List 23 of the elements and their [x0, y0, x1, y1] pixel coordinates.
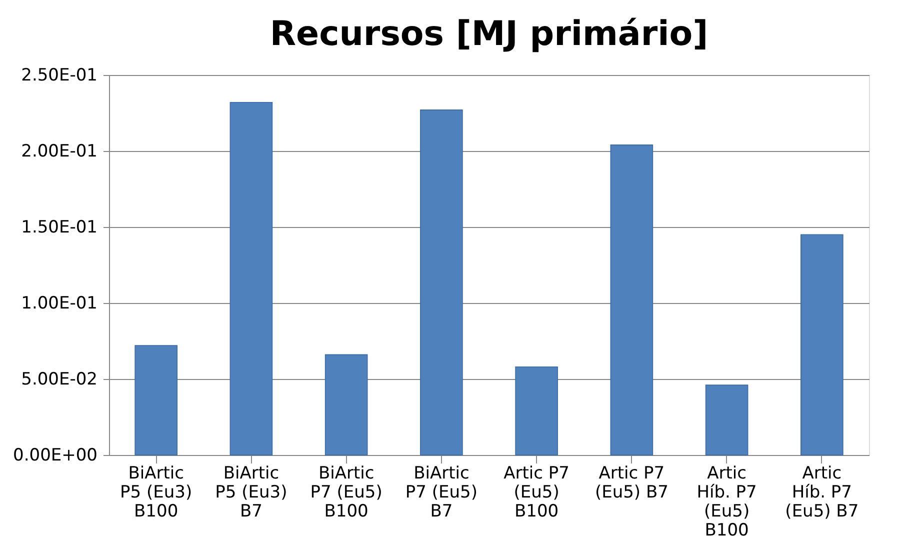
y-tick-label: 0.00E+00: [13, 446, 98, 466]
bar: [324, 354, 368, 456]
y-tick-label: 2.00E-01: [21, 142, 98, 162]
x-tick-label: Artic P7 (Eu5) B100: [504, 464, 570, 522]
x-tick-label: BiArtic P7 (Eu5) B7: [405, 464, 478, 522]
x-tick-label: Artic Híb. P7 (Eu5) B7: [785, 464, 859, 522]
bar: [134, 345, 178, 456]
x-tick-label: BiArtic P7 (Eu5) B100: [310, 464, 382, 522]
x-tick-label: Artic Híb. P7 (Eu5) B100: [696, 464, 757, 540]
y-tick-label: 2.50E-01: [21, 66, 98, 86]
bar: [230, 102, 273, 456]
x-tick-label: Artic P7 (Eu5) B7: [594, 464, 668, 502]
x-tick-label: BiArtic P5 (Eu3) B7: [215, 464, 288, 522]
y-tick-label: 5.00E-02: [21, 370, 98, 390]
y-tick-label: 1.50E-01: [21, 218, 98, 238]
y-tick-label: 1.00E-01: [21, 294, 98, 314]
bar: [515, 366, 558, 456]
chart-title: Recursos [MJ primário]: [270, 14, 708, 54]
bar: [800, 234, 844, 456]
bar: [420, 110, 463, 456]
bar: [705, 384, 748, 456]
x-tick-label: BiArtic P5 (Eu3) B100: [120, 464, 192, 522]
bar: [610, 144, 654, 456]
